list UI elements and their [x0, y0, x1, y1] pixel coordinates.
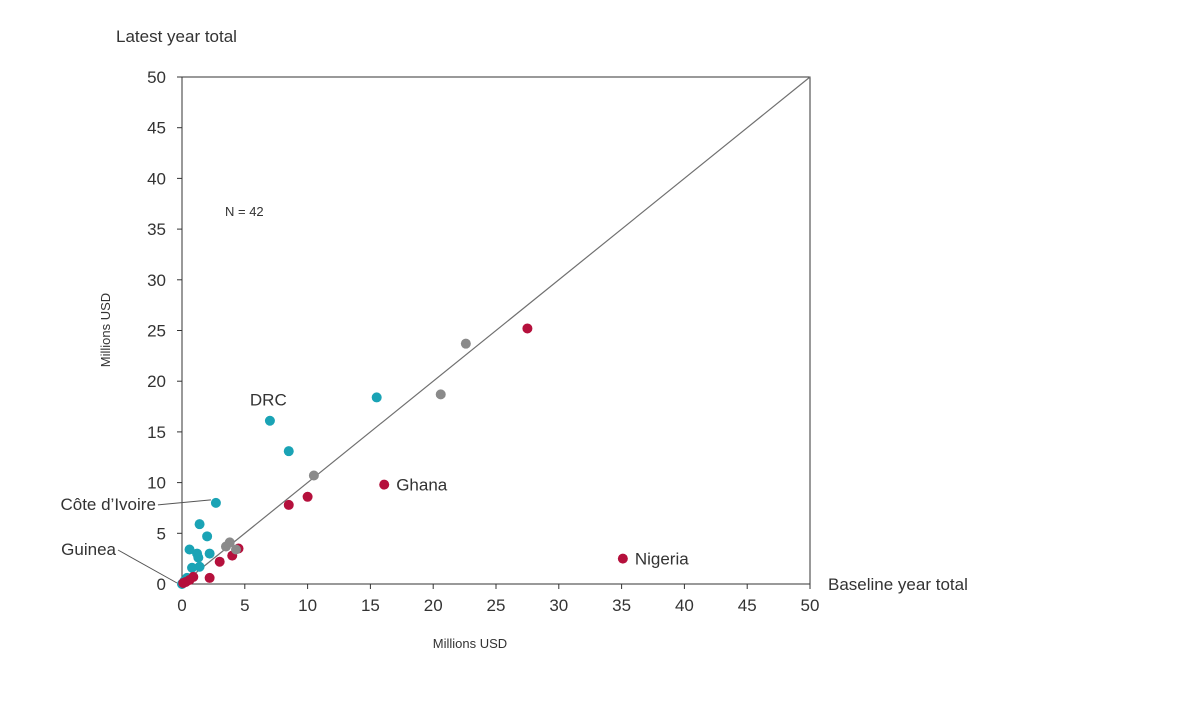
- data-point-teal: [194, 519, 205, 530]
- data-point-teal: [210, 497, 221, 508]
- data-point-teal: [184, 544, 195, 555]
- x-tick-label: 35: [612, 596, 631, 615]
- data-point-teal: [371, 392, 382, 403]
- data-point-red: [302, 491, 313, 502]
- point-label: DRC: [250, 391, 287, 410]
- y-tick-label: 5: [157, 524, 166, 543]
- data-point-red: [283, 499, 294, 510]
- y-tick-label: 50: [147, 68, 166, 87]
- data-point-teal: [187, 562, 198, 573]
- data-point-gray: [460, 338, 471, 349]
- label-leader-line: [117, 549, 178, 584]
- parity-reference-line: [181, 76, 811, 585]
- x-axis-title: Baseline year total: [828, 575, 968, 594]
- data-point-red: [522, 323, 533, 334]
- y-tick-label: 30: [147, 271, 166, 290]
- x-tick-label: 40: [675, 596, 694, 615]
- data-point-teal: [264, 415, 275, 426]
- x-tick-label: 45: [738, 596, 757, 615]
- x-tick-label: 5: [240, 596, 249, 615]
- point-label: Guinea: [61, 540, 116, 559]
- data-point-teal: [194, 561, 205, 572]
- y-tick-label: 0: [157, 575, 166, 594]
- data-point-red: [617, 553, 628, 564]
- x-tick-label: 20: [424, 596, 443, 615]
- y-tick-label: 40: [147, 169, 166, 188]
- data-point-gray: [220, 541, 231, 552]
- y-axis-title: Latest year total: [116, 27, 237, 46]
- data-point-red: [204, 572, 215, 583]
- data-point-gray: [435, 389, 446, 400]
- point-label: Ghana: [396, 476, 448, 495]
- point-label: Nigeria: [635, 550, 689, 569]
- x-tick-label: 10: [298, 596, 317, 615]
- data-point-teal: [202, 531, 213, 542]
- x-tick-label: 15: [361, 596, 380, 615]
- data-point-gray: [308, 470, 319, 481]
- y-tick-label: 45: [147, 119, 166, 138]
- y-axis-unit-label: Millions USD: [98, 293, 113, 367]
- data-point-teal: [193, 552, 204, 563]
- x-tick-label: 30: [549, 596, 568, 615]
- y-tick-label: 15: [147, 423, 166, 442]
- data-point-red: [379, 479, 390, 490]
- y-tick-label: 25: [147, 322, 166, 341]
- x-axis-unit-label: Millions USD: [433, 636, 507, 651]
- data-point-teal: [283, 446, 294, 457]
- x-tick-label: 50: [801, 596, 820, 615]
- data-point-teal: [204, 548, 215, 559]
- y-tick-label: 10: [147, 474, 166, 493]
- sample-size-annotation: N = 42: [225, 204, 264, 219]
- x-tick-label: 25: [487, 596, 506, 615]
- y-tick-label: 35: [147, 220, 166, 239]
- data-point-gray: [231, 544, 242, 555]
- data-point-red: [214, 556, 225, 567]
- label-leader-line: [157, 499, 211, 506]
- point-label: Côte d’Ivoire: [60, 495, 155, 514]
- data-point-red: [178, 577, 189, 588]
- x-tick-label: 0: [177, 596, 186, 615]
- y-tick-label: 20: [147, 372, 166, 391]
